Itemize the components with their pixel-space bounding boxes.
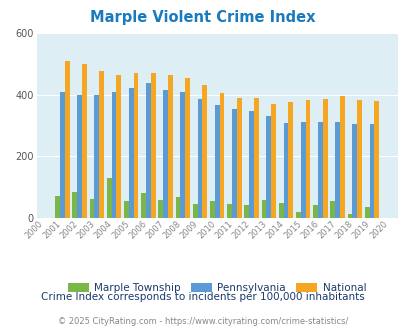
Bar: [94, 95, 99, 218]
Bar: [249, 111, 254, 218]
Bar: [133, 73, 138, 218]
Bar: [60, 91, 65, 218]
Bar: [335, 122, 339, 218]
Bar: [202, 85, 207, 218]
Bar: [175, 197, 180, 218]
Bar: [55, 196, 60, 218]
Text: © 2025 CityRating.com - https://www.cityrating.com/crime-statistics/: © 2025 CityRating.com - https://www.city…: [58, 317, 347, 326]
Bar: [180, 91, 185, 218]
Bar: [305, 100, 310, 218]
Bar: [214, 105, 219, 218]
Bar: [369, 124, 373, 218]
Bar: [356, 100, 361, 218]
Bar: [283, 123, 288, 218]
Bar: [330, 201, 335, 218]
Bar: [124, 201, 128, 218]
Bar: [219, 93, 224, 218]
Bar: [150, 73, 155, 218]
Bar: [266, 116, 271, 218]
Bar: [373, 101, 378, 218]
Bar: [317, 122, 322, 218]
Bar: [65, 61, 69, 218]
Bar: [364, 207, 369, 218]
Bar: [244, 205, 249, 218]
Bar: [116, 75, 121, 218]
Bar: [352, 124, 356, 218]
Legend: Marple Township, Pennsylvania, National: Marple Township, Pennsylvania, National: [64, 279, 369, 297]
Bar: [141, 193, 146, 218]
Bar: [146, 83, 150, 218]
Bar: [77, 95, 82, 218]
Bar: [339, 95, 344, 218]
Bar: [163, 90, 168, 218]
Bar: [128, 88, 133, 218]
Bar: [254, 98, 258, 218]
Bar: [300, 122, 305, 218]
Bar: [99, 72, 104, 218]
Bar: [192, 204, 197, 218]
Bar: [236, 98, 241, 218]
Bar: [231, 109, 236, 218]
Bar: [322, 99, 327, 218]
Bar: [227, 204, 231, 218]
Text: Crime Index corresponds to incidents per 100,000 inhabitants: Crime Index corresponds to incidents per…: [41, 292, 364, 302]
Bar: [271, 105, 275, 218]
Bar: [312, 205, 317, 218]
Bar: [158, 200, 163, 218]
Bar: [261, 200, 266, 218]
Text: Marple Violent Crime Index: Marple Violent Crime Index: [90, 10, 315, 25]
Bar: [347, 214, 352, 218]
Bar: [209, 201, 214, 218]
Bar: [107, 178, 111, 218]
Bar: [82, 64, 87, 218]
Bar: [72, 192, 77, 218]
Bar: [168, 75, 173, 218]
Bar: [295, 212, 300, 218]
Bar: [197, 99, 202, 218]
Bar: [111, 91, 116, 218]
Bar: [90, 199, 94, 218]
Bar: [185, 78, 190, 218]
Bar: [288, 102, 292, 218]
Bar: [278, 203, 283, 218]
